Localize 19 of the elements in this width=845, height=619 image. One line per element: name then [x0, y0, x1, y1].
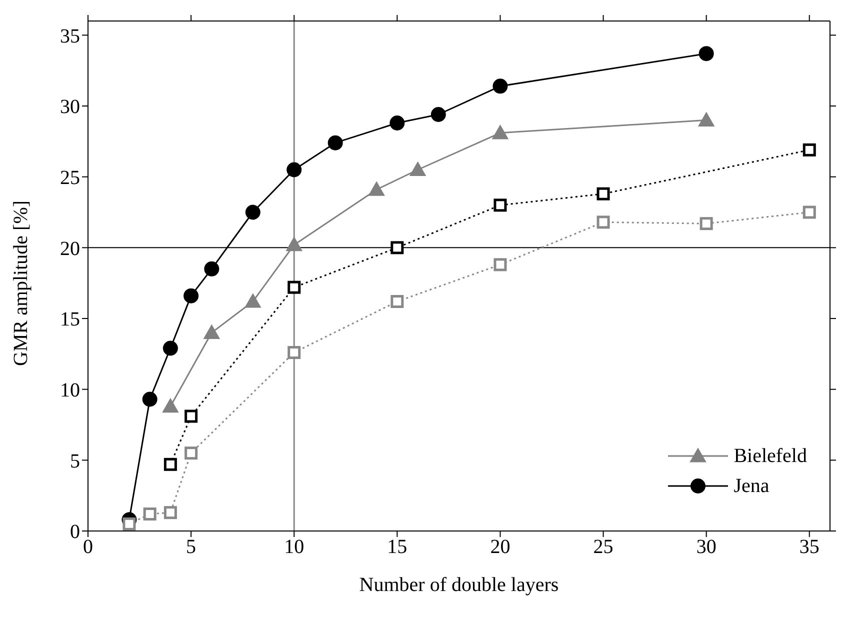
y-tick-label: 30 [60, 96, 80, 118]
y-tick-label: 20 [60, 238, 80, 260]
y-tick-label: 25 [60, 166, 80, 189]
x-tick-label: 35 [799, 536, 820, 558]
y-tick-label: 5 [70, 450, 80, 472]
x-tick-label: 10 [284, 536, 304, 558]
y-tick-label: 0 [70, 521, 80, 544]
x-tick-label: 20 [490, 536, 510, 558]
x-tick-label: 30 [696, 536, 716, 558]
x-axis-title: Number of double layers [359, 574, 559, 596]
legend-label: Jena [734, 474, 770, 498]
x-tick-label: 25 [593, 536, 614, 558]
x-tick-label: 15 [387, 536, 408, 558]
x-tick-label: 5 [186, 536, 196, 558]
y-tick-label: 35 [60, 25, 80, 48]
y-tick-label: 15 [60, 308, 80, 331]
y-tick-label: 10 [60, 379, 80, 402]
y-axis-title: GMR amplitude [%] [10, 200, 32, 366]
legend-label: Bielefeld [734, 444, 807, 468]
